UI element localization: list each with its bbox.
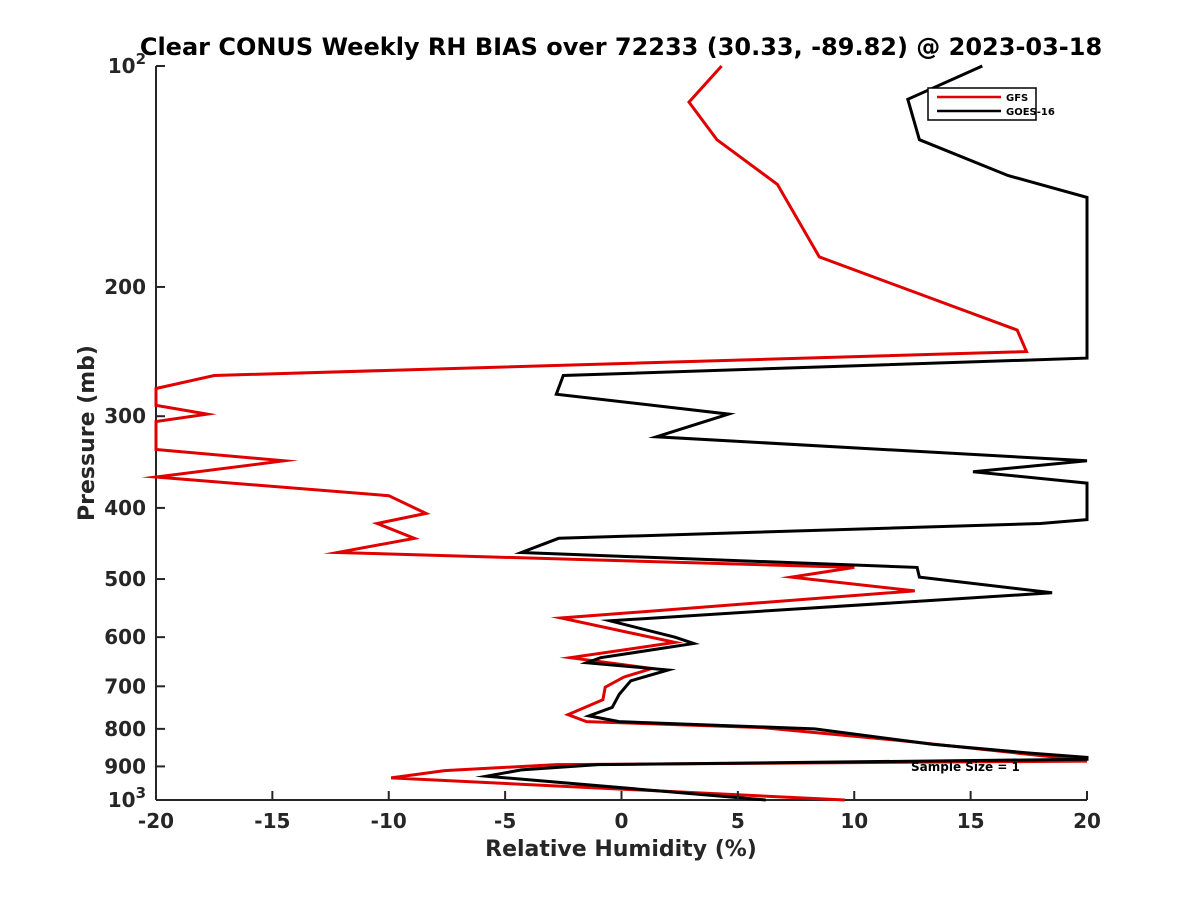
x-tick-label: 5: [731, 809, 745, 833]
y-tick-label: 200: [104, 275, 146, 299]
x-tick-label: -20: [138, 809, 174, 833]
legend: GFS GOES-16: [927, 87, 1055, 121]
y-tick-label: 300: [104, 404, 146, 428]
series-line-gfs: [141, 64, 1088, 802]
y-axis-label: Pressure (mb): [75, 345, 100, 521]
sample-size-annotation: Sample Size = 1: [911, 760, 1020, 774]
legend-label-goes16: GOES-16: [1006, 107, 1055, 118]
x-tick-label: -15: [254, 809, 290, 833]
series-layer: [141, 64, 1089, 802]
y-tick-label: 400: [104, 496, 146, 520]
y-tick-label: 500: [104, 567, 146, 591]
y-tick-label: 600: [104, 625, 146, 649]
y-tick-label: 700: [104, 674, 146, 698]
legend-label-gfs: GFS: [1006, 93, 1028, 104]
x-tick-label: -10: [371, 809, 407, 833]
y-tick-label: 800: [104, 717, 146, 741]
y-tick-label: 103: [108, 784, 146, 812]
x-tick-label: -5: [494, 809, 516, 833]
x-tick-label: 0: [615, 809, 629, 833]
legend-box: [927, 87, 1037, 121]
y-tick-label: 102: [108, 50, 146, 78]
x-tick-label: 10: [840, 809, 868, 833]
x-axis-label: Relative Humidity (%): [485, 837, 757, 862]
chart-title: Clear CONUS Weekly RH BIAS over 72233 (3…: [140, 33, 1102, 61]
x-axis-ticks: -20 -15 -10 -5 0 5 10 15 20: [138, 791, 1101, 833]
x-tick-label: 20: [1073, 809, 1101, 833]
plot-area: -20 -15 -10 -5 0 5 10 15 20 102 200 300 400 500 600 70…: [104, 50, 1101, 833]
y-axis-ticks: 102 200 300 400 500 600 700 800 900 103: [104, 50, 165, 812]
series-line-goes16: [475, 64, 1089, 802]
x-tick-label: 15: [957, 809, 985, 833]
y-tick-label: 900: [104, 754, 146, 778]
